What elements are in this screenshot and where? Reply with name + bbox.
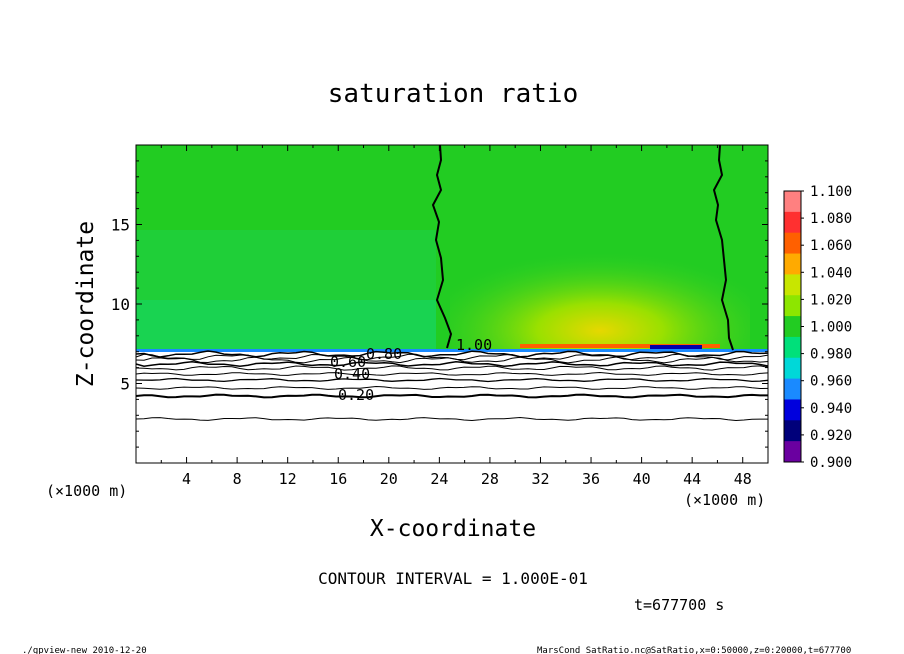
- cold-pocket: [650, 345, 702, 352]
- colorbar-swatch: [784, 295, 801, 317]
- contour-line: [135, 365, 769, 371]
- contour-label-100: 1.00: [456, 336, 492, 354]
- contour-line: [135, 385, 769, 390]
- colorbar-label: 1.040: [810, 265, 852, 281]
- contour-label-060: 0.60: [330, 353, 366, 371]
- x-tick-label: 40: [633, 470, 651, 488]
- x-tick-label: 4: [182, 470, 191, 488]
- x-tick-label: 32: [531, 470, 549, 488]
- colorbar-label: 0.900: [810, 455, 852, 471]
- boundary-layer: [136, 349, 768, 352]
- x-tick-label: 24: [430, 470, 448, 488]
- colorbar-label: 1.020: [810, 292, 852, 308]
- contour-line: [135, 377, 769, 383]
- y-axis-label: Z-coordinate: [73, 221, 99, 387]
- x-tick-label: 36: [582, 470, 600, 488]
- colorbar-swatch: [784, 253, 801, 275]
- y-tick-label: 15: [111, 216, 130, 235]
- x-tick-label: 48: [734, 470, 752, 488]
- left-cool-band: [136, 300, 436, 350]
- contour-line: [135, 416, 768, 422]
- colorbar-label: 1.000: [810, 320, 852, 336]
- colorbar-label: 1.100: [810, 184, 852, 200]
- contour-label-080: 0.80: [366, 345, 402, 363]
- footer-left: ./gpview-new 2010-12-20: [22, 646, 147, 654]
- contour-line: [135, 350, 769, 358]
- x-tick-label: 20: [380, 470, 398, 488]
- right-warm-region: [450, 220, 750, 350]
- y-tick-label: 5: [120, 375, 130, 394]
- x-unit-left: (×1000 m): [46, 482, 127, 500]
- colorbar-swatch: [784, 336, 801, 359]
- colorbar-swatch: [784, 420, 801, 442]
- colorbar-swatch: [784, 316, 801, 338]
- x-tick-label: 28: [481, 470, 499, 488]
- contour-1.00-right: [712, 144, 734, 351]
- colorbar: 1.100 1.080 1.060 1.040 1.020 1.000 0.980 0.960…: [783, 184, 852, 471]
- x-tick-label: 8: [233, 470, 242, 488]
- colorbar-swatch: [784, 191, 801, 213]
- y-tick-label: 10: [111, 295, 130, 314]
- contour-line: [135, 371, 769, 376]
- colorbar-label: 0.940: [810, 401, 852, 417]
- plot-area: 0.20 0.40 0.60 0.80 1.00: [135, 144, 769, 464]
- hot-strip: [520, 344, 720, 348]
- x-unit-right: (×1000 m): [684, 491, 765, 509]
- contour-label-020: 0.20: [338, 386, 374, 404]
- colorbar-label: 1.080: [810, 211, 852, 227]
- colorbar-label: 0.920: [810, 428, 852, 444]
- colorbar-swatch: [784, 378, 801, 400]
- x-tick-label: 16: [329, 470, 347, 488]
- y-axis-ticks: 5 10 15: [111, 160, 768, 448]
- colorbar-swatch: [784, 357, 801, 380]
- contour-interval-text: CONTOUR INTERVAL = 1.000E-01: [318, 569, 588, 588]
- chart-title: saturation ratio: [328, 79, 578, 109]
- time-label: t=677700 s: [634, 596, 724, 614]
- contour-label-040: 0.40: [334, 365, 370, 383]
- contour-line: [135, 393, 768, 399]
- x-tick-label: 44: [683, 470, 701, 488]
- colorbar-swatch: [784, 274, 801, 296]
- x-tick-label: 12: [279, 470, 297, 488]
- contour-1.00-left: [431, 144, 453, 349]
- colorbar-label: 1.060: [810, 238, 852, 254]
- horizontal-contours: [135, 350, 769, 422]
- colorbar-label: 0.980: [810, 347, 852, 363]
- colorbar-label: 0.960: [810, 374, 852, 390]
- footer-right: MarsCond_SatRatio.nc@SatRatio,x=0:50000,…: [537, 646, 851, 654]
- contour-line: [135, 361, 769, 367]
- colorbar-swatch: [784, 441, 801, 463]
- left-cool-region: [136, 230, 436, 355]
- x-axis-ticks: 4 8 12 16 20 24 28 32 36 40 44 48: [160, 145, 752, 488]
- colorbar-swatch: [784, 211, 801, 234]
- colorbar-swatch: [784, 399, 801, 421]
- lower-white-region: [136, 352, 768, 463]
- x-axis-label: X-coordinate: [370, 516, 536, 542]
- colorbar-swatch: [784, 232, 801, 255]
